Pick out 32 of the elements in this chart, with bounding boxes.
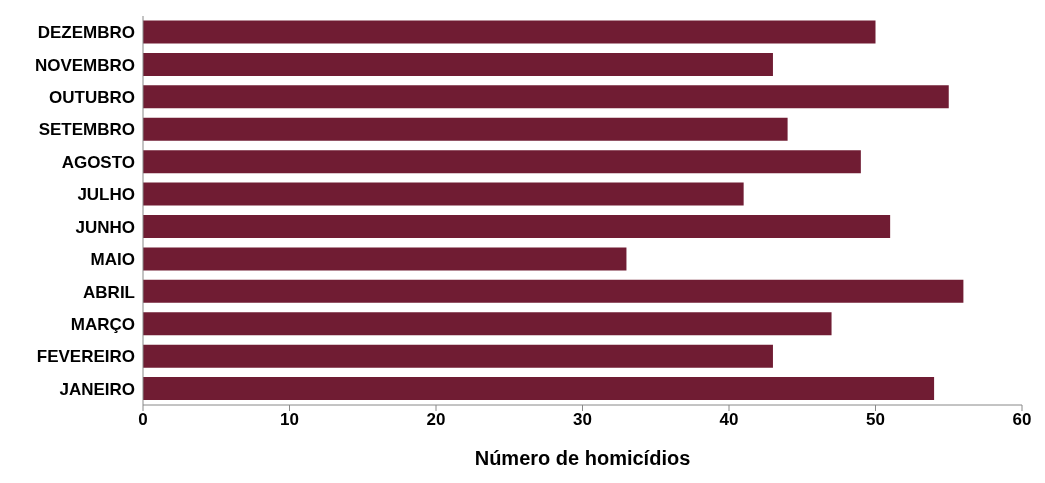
bar bbox=[143, 312, 832, 336]
bar bbox=[143, 344, 773, 368]
x-tick-label: 40 bbox=[719, 410, 739, 430]
y-tick-label: JULHO bbox=[77, 185, 135, 205]
bar bbox=[143, 52, 773, 76]
y-tick-label: OUTUBRO bbox=[49, 88, 135, 108]
bar bbox=[143, 215, 891, 239]
bar bbox=[143, 150, 861, 174]
x-tick-label: 30 bbox=[573, 410, 592, 430]
x-tick-label: 0 bbox=[138, 410, 148, 430]
y-tick-label: DEZEMBRO bbox=[37, 23, 135, 43]
bar bbox=[143, 377, 935, 401]
bar bbox=[143, 85, 949, 109]
y-tick-label: FEVEREIRO bbox=[36, 347, 135, 367]
x-tick-label: 10 bbox=[280, 410, 299, 430]
bar bbox=[143, 247, 627, 271]
x-tick-label: 60 bbox=[1012, 410, 1032, 430]
x-tick-label: 20 bbox=[426, 410, 446, 430]
y-tick-label: MAIO bbox=[90, 250, 135, 270]
y-tick-label: MARÇO bbox=[70, 314, 135, 334]
x-axis-title: Número de homicídios bbox=[474, 447, 691, 469]
y-tick-label: ABRIL bbox=[83, 282, 135, 302]
bar bbox=[143, 20, 876, 44]
y-tick-label: JUNHO bbox=[75, 217, 135, 237]
y-tick-label: JANEIRO bbox=[59, 379, 135, 399]
y-tick-label: NOVEMBRO bbox=[34, 55, 135, 75]
x-tick-label: 50 bbox=[866, 410, 885, 430]
bar bbox=[143, 117, 788, 141]
y-tick-label: AGOSTO bbox=[61, 152, 135, 172]
bar bbox=[143, 279, 964, 303]
y-tick-label: SETEMBRO bbox=[38, 120, 135, 140]
bar bbox=[143, 182, 744, 206]
